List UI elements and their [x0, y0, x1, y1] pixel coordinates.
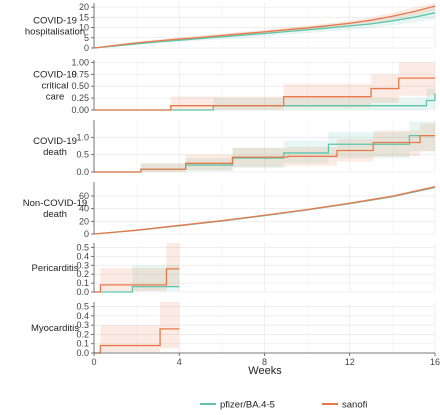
- x-tick-label: 12: [345, 357, 355, 367]
- y-tick-label: 0.3: [76, 320, 89, 330]
- y-tick-label: 0.4: [76, 311, 89, 321]
- y-tick-label: 0.75: [71, 69, 89, 79]
- y-tick-label: 0.2: [76, 269, 89, 279]
- ci-ribbon-sanofi: [94, 62, 435, 110]
- panel-label: COVID-19: [33, 136, 77, 147]
- panel-label: Pericarditis: [32, 263, 79, 274]
- panel-4: 0.00.10.20.30.40.5 Pericarditis: [32, 242, 436, 297]
- panels: 05101520COVID-19hospitalisation0.000.250…: [23, 2, 436, 358]
- y-tick-label: 0.50: [71, 81, 89, 91]
- y-tick-label: 0.3: [76, 260, 89, 270]
- y-tick-label: 0: [84, 229, 89, 239]
- y-tick-label: 0.25: [71, 93, 89, 103]
- y-tick-label: 1.0: [76, 132, 89, 142]
- y-tick-label: 20: [79, 216, 89, 226]
- panel-label: critical: [42, 81, 69, 92]
- x-axis: 0 4 8 12 16: [91, 352, 440, 367]
- panel-5: 0.00.10.20.30.40.5 Myocarditis: [31, 302, 436, 358]
- panel-label: COVID-19: [33, 70, 77, 81]
- y-tick-label: 0.1: [76, 339, 89, 349]
- y-tick-label: 20: [79, 2, 89, 12]
- y-tick-label: 0.0: [76, 167, 89, 177]
- ci-ribbon-sanofi: [94, 302, 180, 353]
- series-line-sanofi: [93, 186, 436, 235]
- series-line-sanofi: [94, 134, 435, 173]
- ci-ribbon-sanofi: [94, 243, 180, 292]
- y-tick-label: 40: [79, 204, 89, 214]
- panel-label: death: [43, 209, 67, 220]
- panel-label: death: [43, 147, 67, 158]
- y-tick-label: 15: [79, 12, 89, 22]
- legend-label-pfizer: pfizer/BA.4-5: [220, 400, 275, 411]
- series-line-pfizer-ba-4-5: [94, 93, 436, 111]
- x-axis-title: Weeks: [248, 365, 282, 377]
- y-tick-label: 1.00: [71, 57, 89, 67]
- y-tick-label: 0.4: [76, 251, 89, 261]
- panel-label: Myocarditis: [31, 323, 79, 334]
- legend: pfizer/BA.4-5 sanofi: [200, 400, 367, 411]
- panel-label: COVID-19: [33, 16, 77, 27]
- y-tick-label: 0.5: [76, 302, 89, 312]
- y-tick-label: 0.5: [76, 150, 89, 160]
- y-tick-label: 0: [84, 43, 89, 53]
- ci-ribbon-sanofi: [94, 123, 435, 172]
- y-tick-label: 0.00: [71, 105, 89, 115]
- y-tick-label: 0.2: [76, 329, 89, 339]
- series-line-pfizer-ba-4-5: [94, 286, 180, 293]
- panel-label: care: [46, 92, 64, 103]
- x-tick-label: 0: [91, 357, 96, 367]
- y-tick-label: 0.0: [76, 287, 89, 297]
- x-tick-label: 4: [177, 357, 182, 367]
- ci-ribbon-pfizer-ba-4-5: [94, 74, 435, 110]
- y-tick-label: 0.5: [76, 242, 89, 252]
- y-tick-label: 0.1: [76, 278, 89, 288]
- series-line-sanofi: [94, 268, 180, 293]
- x-tick-label: 16: [430, 357, 440, 367]
- series-line-pfizer-ba-4-5: [93, 12, 436, 49]
- x-tick-label: 8: [262, 357, 267, 367]
- series-line-sanofi: [94, 77, 435, 111]
- y-tick-label: 5: [84, 33, 89, 43]
- legend-label-sanofi: sanofi: [342, 400, 367, 411]
- panel-label: Non-COVID-19: [23, 198, 87, 209]
- y-tick-label: 0.0: [76, 348, 89, 358]
- y-tick-label: 60: [79, 191, 89, 201]
- panel-label: hospitalisation: [25, 27, 85, 38]
- y-tick-label: 10: [79, 23, 89, 33]
- series-line-sanofi: [93, 5, 436, 49]
- ci-ribbon-pfizer-ba-4-5: [94, 121, 435, 172]
